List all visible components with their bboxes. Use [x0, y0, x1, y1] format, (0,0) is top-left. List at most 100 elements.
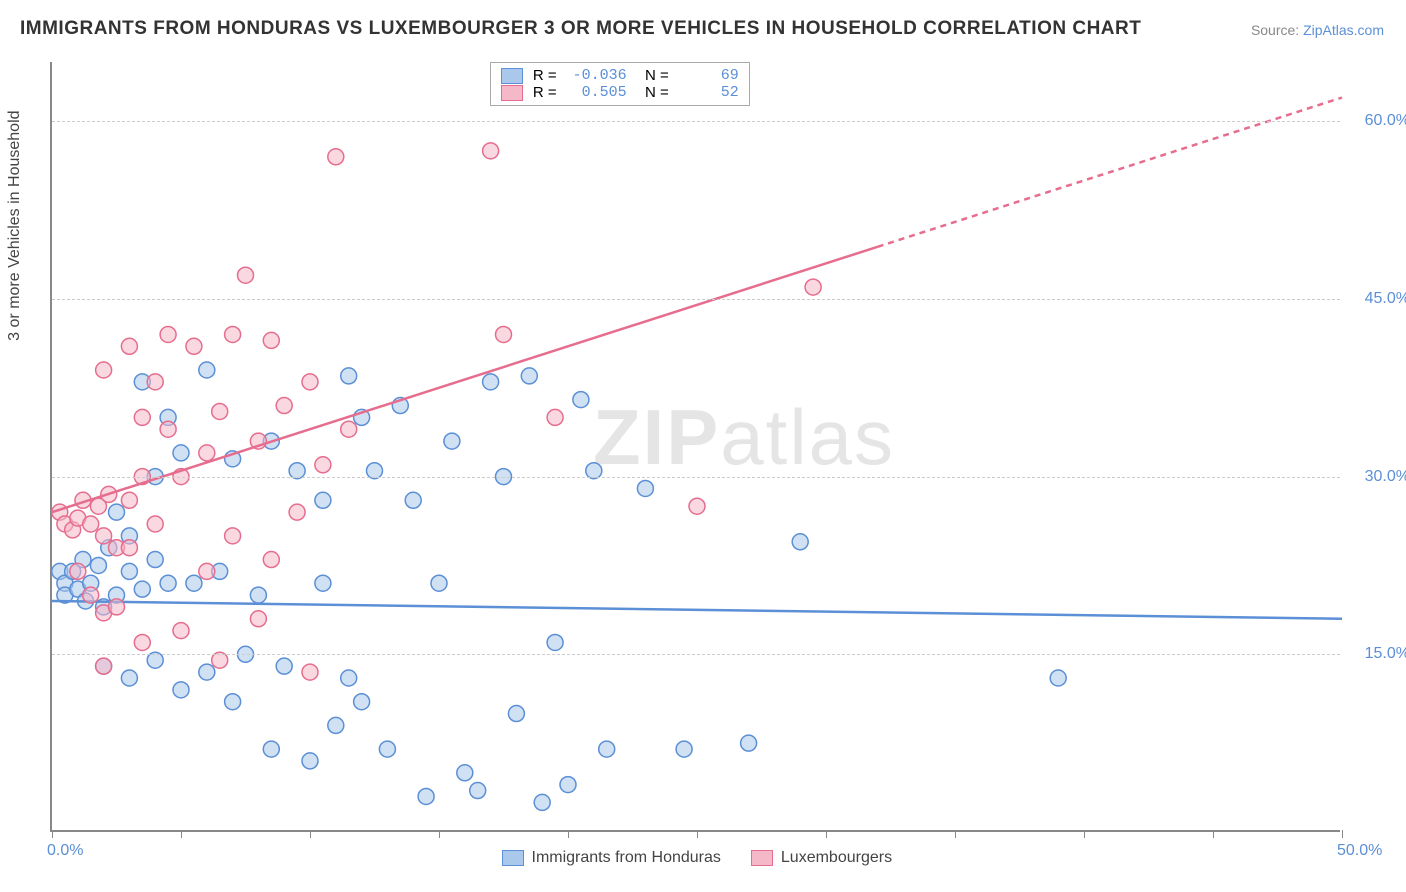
scatter-point: [96, 528, 112, 544]
legend-label: Luxembourgers: [781, 849, 892, 867]
series-legend: Immigrants from Honduras Luxembourgers: [502, 849, 893, 867]
legend-n-label: N =: [637, 84, 669, 101]
chart-title: IMMIGRANTS FROM HONDURAS VS LUXEMBOURGER…: [20, 18, 1141, 40]
legend-r-label: R =: [533, 84, 557, 101]
x-tick: [439, 830, 440, 838]
scatter-point: [186, 575, 202, 591]
scatter-point: [212, 403, 228, 419]
scatter-point: [134, 634, 150, 650]
source-attribution: Source: ZipAtlas.com: [1251, 22, 1384, 38]
scatter-point: [173, 623, 189, 639]
scatter-point: [521, 368, 537, 384]
scatter-point: [263, 332, 279, 348]
scatter-point: [173, 445, 189, 461]
scatter-point: [263, 741, 279, 757]
legend-n-value: 52: [679, 84, 739, 101]
x-tick-label: 50.0%: [1337, 842, 1382, 860]
scatter-point: [250, 587, 266, 603]
scatter-point: [121, 540, 137, 556]
scatter-point: [147, 516, 163, 532]
scatter-point: [315, 492, 331, 508]
scatter-point: [676, 741, 692, 757]
scatter-point: [508, 706, 524, 722]
scatter-point: [70, 563, 86, 579]
scatter-point: [289, 504, 305, 520]
y-tick-label: 60.0%: [1365, 112, 1406, 130]
y-tick-label: 15.0%: [1365, 645, 1406, 663]
x-tick: [955, 830, 956, 838]
gridline: [52, 121, 1340, 122]
trend-line: [52, 247, 878, 512]
x-tick: [52, 830, 53, 838]
gridline: [52, 477, 1340, 478]
y-tick-label: 30.0%: [1365, 468, 1406, 486]
scatter-point: [199, 362, 215, 378]
chart-area: 3 or more Vehicles in Household ZIPatlas…: [50, 62, 1340, 832]
scatter-point: [160, 326, 176, 342]
scatter-point: [121, 492, 137, 508]
scatter-point: [225, 694, 241, 710]
scatter-point: [134, 581, 150, 597]
scatter-point: [496, 326, 512, 342]
gridline: [52, 654, 1340, 655]
scatter-point: [444, 433, 460, 449]
scatter-point: [341, 670, 357, 686]
scatter-point: [379, 741, 395, 757]
x-tick: [1342, 830, 1343, 838]
scatter-point: [1050, 670, 1066, 686]
scatter-point: [547, 634, 563, 650]
scatter-point: [160, 421, 176, 437]
legend-item: Luxembourgers: [751, 849, 892, 867]
x-tick: [826, 830, 827, 838]
x-tick: [1213, 830, 1214, 838]
y-axis-title: 3 or more Vehicles in Household: [6, 110, 24, 340]
scatter-point: [315, 457, 331, 473]
legend-swatch: [501, 68, 523, 84]
scatter-point: [238, 267, 254, 283]
scatter-point: [121, 670, 137, 686]
scatter-point: [83, 516, 99, 532]
x-tick: [181, 830, 182, 838]
scatter-point: [560, 777, 576, 793]
legend-label: Immigrants from Honduras: [532, 849, 721, 867]
plot-region: ZIPatlas R = -0.036 N = 69R = 0.505 N = …: [50, 62, 1340, 832]
scatter-point: [470, 783, 486, 799]
scatter-point: [741, 735, 757, 751]
legend-row: R = 0.505 N = 52: [501, 84, 739, 101]
legend-r-label: R =: [533, 67, 557, 84]
scatter-point: [83, 587, 99, 603]
y-tick-label: 45.0%: [1365, 290, 1406, 308]
scatter-point: [689, 498, 705, 514]
scatter-point: [431, 575, 447, 591]
source-link[interactable]: ZipAtlas.com: [1303, 22, 1384, 38]
scatter-point: [328, 149, 344, 165]
scatter-point: [534, 794, 550, 810]
scatter-point: [302, 664, 318, 680]
scatter-point: [418, 788, 434, 804]
legend-r-value: 0.505: [567, 84, 627, 101]
scatter-point: [225, 528, 241, 544]
scatter-point: [341, 421, 357, 437]
correlation-legend: R = -0.036 N = 69R = 0.505 N = 52: [490, 62, 750, 106]
scatter-point: [263, 552, 279, 568]
scatter-point: [302, 753, 318, 769]
scatter-point: [341, 368, 357, 384]
scatter-point: [302, 374, 318, 390]
scatter-point: [805, 279, 821, 295]
x-tick: [1084, 830, 1085, 838]
x-tick: [697, 830, 698, 838]
legend-r-value: -0.036: [567, 67, 627, 84]
scatter-point: [90, 557, 106, 573]
scatter-point: [483, 374, 499, 390]
scatter-point: [121, 338, 137, 354]
scatter-point: [147, 374, 163, 390]
scatter-point: [792, 534, 808, 550]
x-tick: [310, 830, 311, 838]
legend-n-label: N =: [637, 67, 669, 84]
legend-swatch: [751, 850, 773, 866]
scatter-point: [109, 599, 125, 615]
scatter-point: [276, 398, 292, 414]
trend-line: [52, 601, 1342, 619]
gridline: [52, 299, 1340, 300]
scatter-point: [147, 552, 163, 568]
